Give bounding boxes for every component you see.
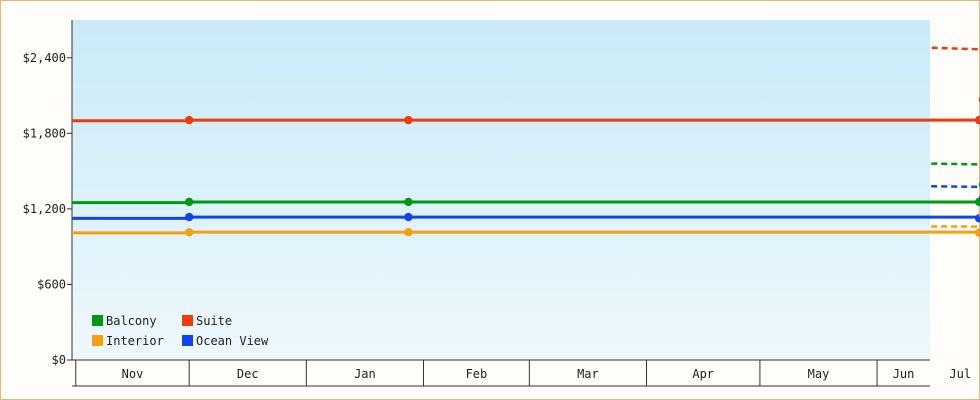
series-layer <box>72 46 980 238</box>
legend-label: Suite <box>196 314 232 328</box>
legend: Balcony Suite Interior Ocean View <box>92 314 269 348</box>
projection-line <box>929 46 980 51</box>
data-point <box>404 212 413 222</box>
y-tick-label: $1,200 <box>23 202 66 216</box>
projection-line <box>929 184 980 189</box>
x-tick-label: Dec <box>237 367 259 381</box>
legend-item-interior: Interior <box>92 334 164 348</box>
data-point <box>184 212 194 222</box>
y-tick-label: $0 <box>52 353 66 367</box>
legend-item-balcony: Balcony <box>92 314 157 328</box>
legend-swatch <box>92 315 103 326</box>
x-tick-label: Apr <box>692 367 714 381</box>
data-point <box>184 115 194 125</box>
x-tick-label: Nov <box>122 367 144 381</box>
legend-item-suite: Suite <box>182 314 232 328</box>
data-point <box>974 115 980 125</box>
legend-item-ocean-view: Ocean View <box>182 334 269 348</box>
x-tick-label: Jun <box>893 367 915 381</box>
data-point <box>404 115 413 125</box>
y-axis: $0 $600 $1,200 $1,800 $2,400 <box>23 20 73 367</box>
projection-line <box>929 162 980 166</box>
legend-label: Interior <box>106 334 164 348</box>
x-axis: NovDecJanFebMarAprMayJunJulAugSepOctNovD… <box>72 359 971 387</box>
data-point <box>404 227 413 237</box>
series-balcony <box>72 162 980 207</box>
series-ocean-view <box>72 184 980 223</box>
x-tick-label: May <box>808 367 830 381</box>
data-point <box>974 228 980 238</box>
data-point <box>974 197 980 207</box>
data-point <box>404 197 413 207</box>
x-tick-label: Jul <box>949 367 971 381</box>
x-tick-label: Jan <box>354 367 376 381</box>
data-point <box>974 214 980 223</box>
plot-area <box>72 20 930 360</box>
legend-label: Ocean View <box>196 334 269 348</box>
data-point <box>184 197 194 207</box>
legend-swatch <box>182 315 193 326</box>
y-tick-label: $1,800 <box>23 126 66 140</box>
projection-line <box>929 225 980 228</box>
legend-swatch <box>182 335 193 346</box>
y-tick-label: $600 <box>37 277 66 291</box>
y-tick-label: $2,400 <box>23 51 66 65</box>
data-point <box>184 227 194 237</box>
x-tick-label: Feb <box>466 367 488 381</box>
x-tick-label: Mar <box>577 367 599 381</box>
legend-swatch <box>92 335 103 346</box>
series-suite <box>72 46 980 125</box>
legend-label: Balcony <box>106 314 157 328</box>
